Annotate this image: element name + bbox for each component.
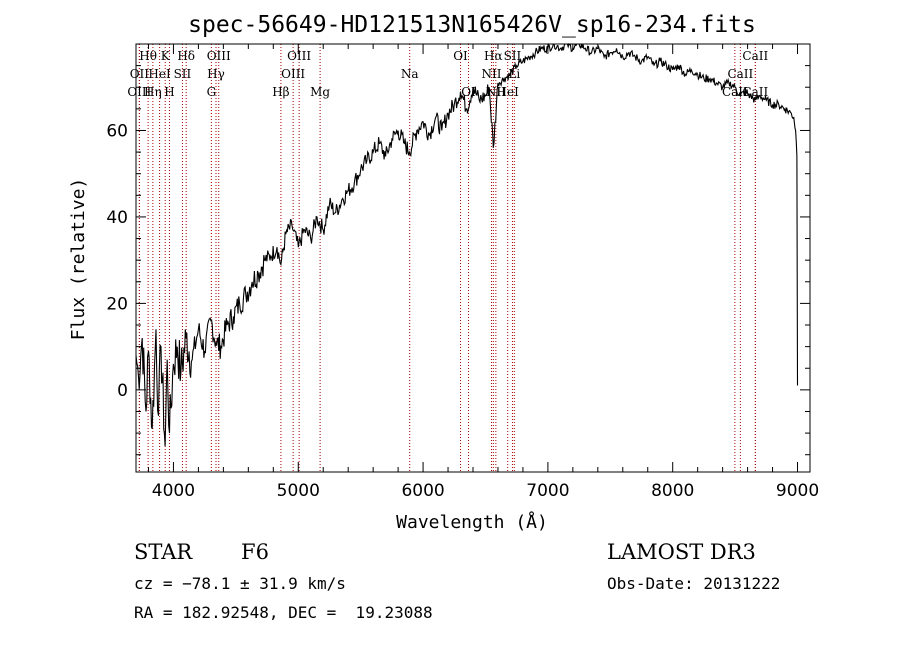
x-tick-label-6000: 6000 xyxy=(401,481,444,501)
spectrum-line xyxy=(135,42,799,447)
line-label-23: SII xyxy=(504,49,522,63)
x-tick-label-4000: 4000 xyxy=(152,481,195,501)
line-label-3: Hη xyxy=(144,85,162,99)
axes: 4000 5000 6000 7000 8000 9000 0 20 40 60 xyxy=(106,43,819,501)
line-label-15: Mg xyxy=(310,85,330,99)
line-label-9: G xyxy=(207,85,217,99)
line-label-22: HeI xyxy=(497,85,520,99)
line-label-24: Li xyxy=(508,67,520,81)
x-tick-label-8000: 8000 xyxy=(651,481,694,501)
chart-title: spec-56649-HD121513N165426V_sp16-234.fit… xyxy=(188,12,756,38)
line-label-8: Hδ xyxy=(177,49,195,63)
emission-line-labels: HθOIIOIIIHηHeIKHSIIHδGHγOIIIHβOIIIOIIIMg… xyxy=(127,49,768,99)
x-tick-label-5000: 5000 xyxy=(277,481,320,501)
line-label-16: Na xyxy=(401,67,419,81)
line-label-5: K xyxy=(161,49,171,63)
line-label-0: Hθ xyxy=(139,49,157,63)
line-label-21: NII xyxy=(486,85,506,99)
line-label-2: OIII xyxy=(127,85,151,99)
y-axis-label: Flux (relative) xyxy=(68,178,89,341)
object-class: STAR xyxy=(134,540,193,564)
plot-frame xyxy=(135,43,811,473)
x-tick-label-7000: 7000 xyxy=(526,481,569,501)
coordinates: RA = 182.92548, DEC = 19.23088 xyxy=(134,603,433,622)
y-tick-label-20: 20 xyxy=(106,294,128,314)
line-label-13: OIII xyxy=(281,67,305,81)
y-tick-label-60: 60 xyxy=(106,121,128,141)
line-label-14: OIII xyxy=(287,49,311,63)
line-label-10: Hγ xyxy=(207,67,225,81)
x-axis-label: Wavelength (Å) xyxy=(396,511,548,533)
y-tick-label-0: 0 xyxy=(117,381,128,401)
line-label-7: SII xyxy=(174,67,192,81)
line-label-12: Hβ xyxy=(272,85,289,99)
line-label-20: Hα xyxy=(484,49,503,63)
line-label-4: HeI xyxy=(148,67,171,81)
line-label-25: CaII xyxy=(722,85,748,99)
line-label-1: OII xyxy=(130,67,150,81)
line-label-17: OI xyxy=(453,49,468,63)
emission-line-markers xyxy=(138,44,756,472)
survey-name: LAMOST DR3 xyxy=(607,540,756,564)
obs-date: Obs-Date: 20131222 xyxy=(607,574,781,593)
object-subclass: F6 xyxy=(241,540,269,564)
redshift-readout: cz = −78.1 ± 31.9 km/s xyxy=(134,574,346,593)
line-label-19: NII xyxy=(481,67,501,81)
line-label-11: OIII xyxy=(207,49,231,63)
line-label-27: CaII xyxy=(742,49,768,63)
line-label-6: H xyxy=(164,85,174,99)
y-tick-label-40: 40 xyxy=(106,208,128,228)
line-label-26: CaII xyxy=(727,67,753,81)
spectrum-layer xyxy=(135,42,799,447)
x-tick-label-9000: 9000 xyxy=(776,481,819,501)
